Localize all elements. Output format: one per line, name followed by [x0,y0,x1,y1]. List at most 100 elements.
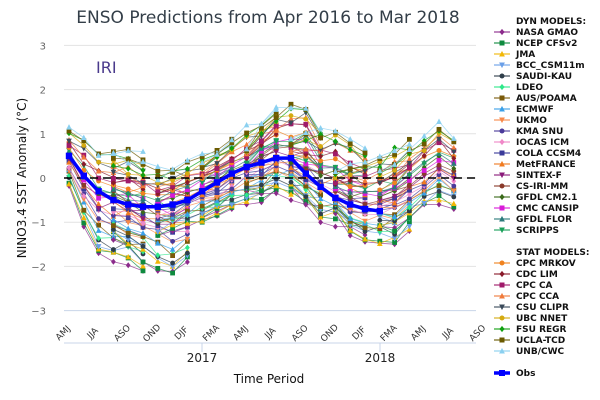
legend-label: CSU CLIPR [516,303,569,313]
forecast-point [95,152,102,158]
x-tick-label: FMA [201,323,222,344]
legend-item-dyn: SINTEX-F [494,171,562,181]
obs-point [65,152,73,160]
model-forecast-line [332,141,413,174]
legend-marker-icon [499,160,505,167]
forecast-point [259,139,264,144]
legend-label: NCEP CFSv2 [516,39,577,49]
forecast-point [318,153,323,160]
forecast-point [273,182,279,189]
forecast-point [140,216,146,222]
forecast-point [125,171,131,177]
forecast-point [229,197,235,202]
legend-marker-icon [499,73,505,79]
forecast-point [407,191,412,198]
legend-marker-icon [499,370,505,376]
forecast-point [421,161,427,167]
legend-label: CPC CA [516,281,553,291]
forecast-point [81,207,87,213]
forecast-point [170,177,176,183]
forecast-point [407,196,412,202]
obs-point [243,163,250,171]
legend-label: KMA SNU [516,127,563,137]
forecast-path [335,208,410,245]
legend-label: SINTEX-F [516,171,562,181]
legend-stat-header: STAT MODELS: [516,248,590,258]
forecast-point [407,208,412,214]
forecast-path [290,150,366,175]
forecast-point [155,229,161,235]
y-tick-label: 0 [40,174,46,185]
forecast-point [377,240,383,247]
forecast-point [377,222,383,228]
forecast-path [202,188,277,219]
legend-label: BCC_CSM11m [516,61,585,71]
forecast-path [202,145,277,180]
legend-item-dyn: GFDL FLOR [494,215,572,225]
forecast-point [199,180,205,186]
forecast-path [246,132,321,164]
forecast-point [333,216,338,222]
legend-item-dyn: NCEP CFSv2 [494,39,577,49]
forecast-point [111,223,116,229]
x-tick-label: FMA [379,323,400,344]
forecast-point [140,263,146,269]
forecast-point [199,159,205,165]
forecast-point [125,225,131,231]
forecast-point [347,177,353,184]
forecast-point [318,211,323,217]
forecast-point [303,194,309,200]
forecast-point [244,192,249,199]
forecast-point [362,201,368,207]
legend-label: CDC LIM [516,270,558,280]
forecast-point [362,195,368,201]
legend-marker-icon [499,205,505,211]
forecast-point [407,136,412,142]
forecast-path [335,166,410,190]
forecast-point [303,177,309,183]
forecast-point [214,195,220,201]
forecast-point [243,198,250,204]
forecast-point [229,165,235,172]
x-tick-label: ASO [290,323,310,343]
legend-label: IOCAS ICM [516,138,569,148]
forecast-path [157,193,232,221]
legend-item-obs: Obs [494,369,535,379]
legend-marker-icon [499,215,505,222]
legend-label: CPC MRKOV [516,259,576,269]
forecast-point [140,230,146,236]
legend-label: GFDL CM2.1 [516,193,577,203]
forecast-point [303,129,309,135]
forecast-point [185,179,190,186]
year-label: 2018 [365,351,396,365]
legend-marker-icon [499,95,505,101]
forecast-point [229,136,235,143]
forecast-point [333,180,338,186]
forecast-path [157,165,232,204]
forecast-point [391,147,398,154]
legend-item-dyn: NASA GMAO [494,28,578,38]
forecast-point [95,168,102,174]
model-forecast-line [155,156,235,193]
forecast-path [68,150,144,197]
forecast-point [451,149,457,155]
forecast-point [318,192,323,198]
forecast-point [140,190,146,196]
forecast-point [333,156,338,162]
forecast-point [318,135,323,141]
forecast-point [347,183,353,189]
forecast-point [362,150,368,156]
forecast-point [111,206,116,212]
forecast-point [451,188,457,195]
forecast-point [243,195,250,201]
forecast-path [68,162,144,228]
legend-label: CPC CCA [516,292,559,302]
forecast-point [81,161,87,168]
forecast-point [362,231,368,238]
forecast-point [170,206,175,211]
forecast-point [170,183,175,189]
forecast-point [288,104,294,111]
forecast-point [199,211,205,217]
forecast-path [290,134,366,163]
